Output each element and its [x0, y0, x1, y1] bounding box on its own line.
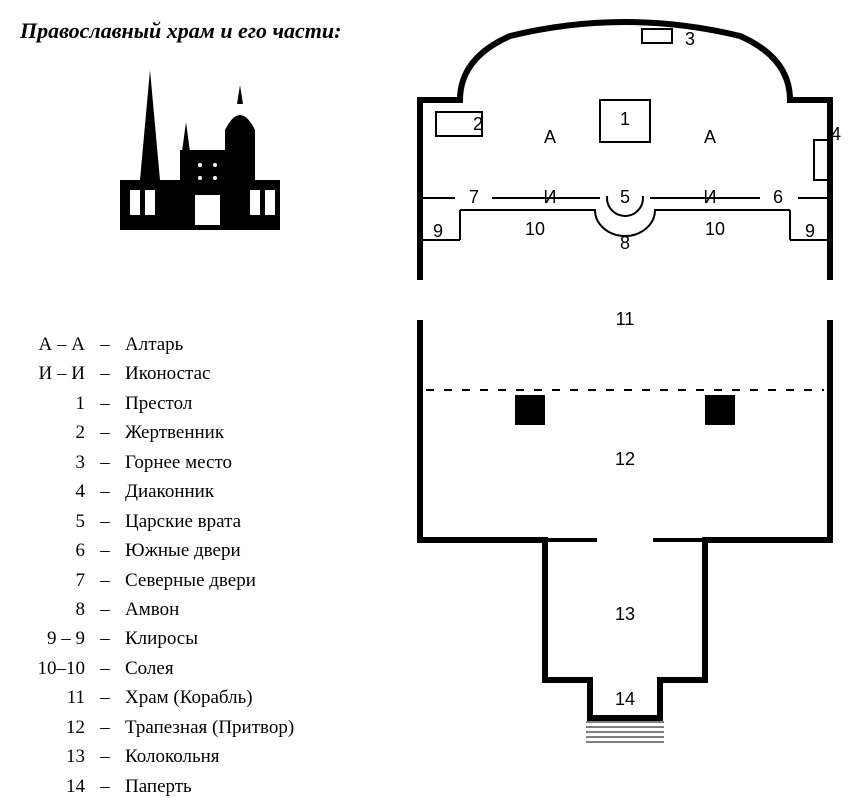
- legend-row: 5–Царские врата: [20, 507, 294, 536]
- plan-label: И: [544, 187, 557, 207]
- legend-row: 11–Храм (Корабль): [20, 683, 294, 712]
- legend-name: Южные двери: [125, 536, 241, 565]
- legend-row: И – И–Иконостас: [20, 359, 294, 388]
- legend-name: Северные двери: [125, 566, 256, 595]
- plan-label: 5: [620, 187, 630, 207]
- legend-dash: –: [85, 595, 125, 624]
- legend: А – А–АлтарьИ – И–Иконостас1–Престол2–Же…: [20, 330, 294, 801]
- plan-label: А: [704, 127, 716, 147]
- plan-label: 10: [525, 219, 545, 239]
- legend-row: 10–10–Солея: [20, 654, 294, 683]
- legend-name: Солея: [125, 654, 174, 683]
- plan-label: 6: [773, 187, 783, 207]
- plan-label: 2: [473, 114, 483, 134]
- legend-row: 12–Трапезная (Притвор): [20, 713, 294, 742]
- legend-key: 14: [20, 772, 85, 801]
- legend-key: 9 – 9: [20, 624, 85, 653]
- legend-name: Иконостас: [125, 359, 210, 388]
- legend-name: Диаконник: [125, 477, 214, 506]
- legend-key: 12: [20, 713, 85, 742]
- floor-plan: 3 2 А 1 А 4 7 И 5 И 6 9 10 8 10 9 11 12 13 14: [410, 20, 850, 765]
- door-gap-east: [824, 280, 834, 320]
- legend-key: И – И: [20, 359, 85, 388]
- legend-row: 3–Горнее место: [20, 448, 294, 477]
- legend-dash: –: [85, 624, 125, 653]
- plan-label: 4: [831, 124, 841, 144]
- legend-key: 13: [20, 742, 85, 771]
- legend-key: 11: [20, 683, 85, 712]
- plan-label: 3: [685, 29, 695, 49]
- legend-row: 14–Паперть: [20, 772, 294, 801]
- legend-name: Храм (Корабль): [125, 683, 253, 712]
- legend-key: 8: [20, 595, 85, 624]
- plan-label: 10: [705, 219, 725, 239]
- legend-key: 7: [20, 566, 85, 595]
- plan-label: 12: [615, 449, 635, 469]
- legend-row: 1–Престол: [20, 389, 294, 418]
- tower-passage: [597, 536, 653, 546]
- plan-label: 1: [620, 109, 630, 129]
- plan-label: А: [544, 127, 556, 147]
- legend-name: Алтарь: [125, 330, 183, 359]
- legend-key: 10–10: [20, 654, 85, 683]
- legend-dash: –: [85, 477, 125, 506]
- legend-name: Амвон: [125, 595, 179, 624]
- pillar-right: [705, 395, 735, 425]
- pillar-left: [515, 395, 545, 425]
- legend-name: Колокольня: [125, 742, 220, 771]
- legend-row: 9 – 9–Клиросы: [20, 624, 294, 653]
- plan-label: 11: [616, 309, 635, 329]
- legend-key: А – А: [20, 330, 85, 359]
- legend-row: 2–Жертвенник: [20, 418, 294, 447]
- legend-name: Паперть: [125, 772, 192, 801]
- box-4: [814, 140, 828, 180]
- legend-dash: –: [85, 418, 125, 447]
- plan-label: 9: [805, 221, 815, 241]
- legend-key: 6: [20, 536, 85, 565]
- plan-label: 8: [620, 233, 630, 253]
- legend-row: 8–Амвон: [20, 595, 294, 624]
- door-gap-west: [416, 280, 426, 320]
- legend-row: А – А–Алтарь: [20, 330, 294, 359]
- legend-key: 3: [20, 448, 85, 477]
- legend-row: 6–Южные двери: [20, 536, 294, 565]
- plan-label: 14: [615, 689, 635, 709]
- legend-name: Престол: [125, 389, 192, 418]
- legend-dash: –: [85, 359, 125, 388]
- legend-name: Трапезная (Притвор): [125, 713, 294, 742]
- legend-dash: –: [85, 536, 125, 565]
- legend-dash: –: [85, 389, 125, 418]
- legend-name: Царские врата: [125, 507, 241, 536]
- plan-label: 7: [469, 187, 479, 207]
- legend-dash: –: [85, 448, 125, 477]
- plan-label: 13: [615, 604, 635, 624]
- plan-label: 9: [433, 221, 443, 241]
- legend-dash: –: [85, 330, 125, 359]
- legend-dash: –: [85, 713, 125, 742]
- legend-dash: –: [85, 742, 125, 771]
- legend-key: 5: [20, 507, 85, 536]
- plan-label: И: [704, 187, 717, 207]
- legend-dash: –: [85, 566, 125, 595]
- legend-name: Клиросы: [125, 624, 198, 653]
- legend-name: Жертвенник: [125, 418, 224, 447]
- legend-row: 13–Колокольня: [20, 742, 294, 771]
- legend-row: 4–Диаконник: [20, 477, 294, 506]
- legend-dash: –: [85, 507, 125, 536]
- legend-dash: –: [85, 772, 125, 801]
- legend-dash: –: [85, 683, 125, 712]
- legend-key: 2: [20, 418, 85, 447]
- legend-row: 7–Северные двери: [20, 566, 294, 595]
- legend-dash: –: [85, 654, 125, 683]
- legend-key: 4: [20, 477, 85, 506]
- legend-name: Горнее место: [125, 448, 232, 477]
- box-3: [642, 29, 672, 43]
- church-illustration: [100, 60, 300, 240]
- legend-key: 1: [20, 389, 85, 418]
- page-title: Православный храм и его части:: [20, 18, 341, 44]
